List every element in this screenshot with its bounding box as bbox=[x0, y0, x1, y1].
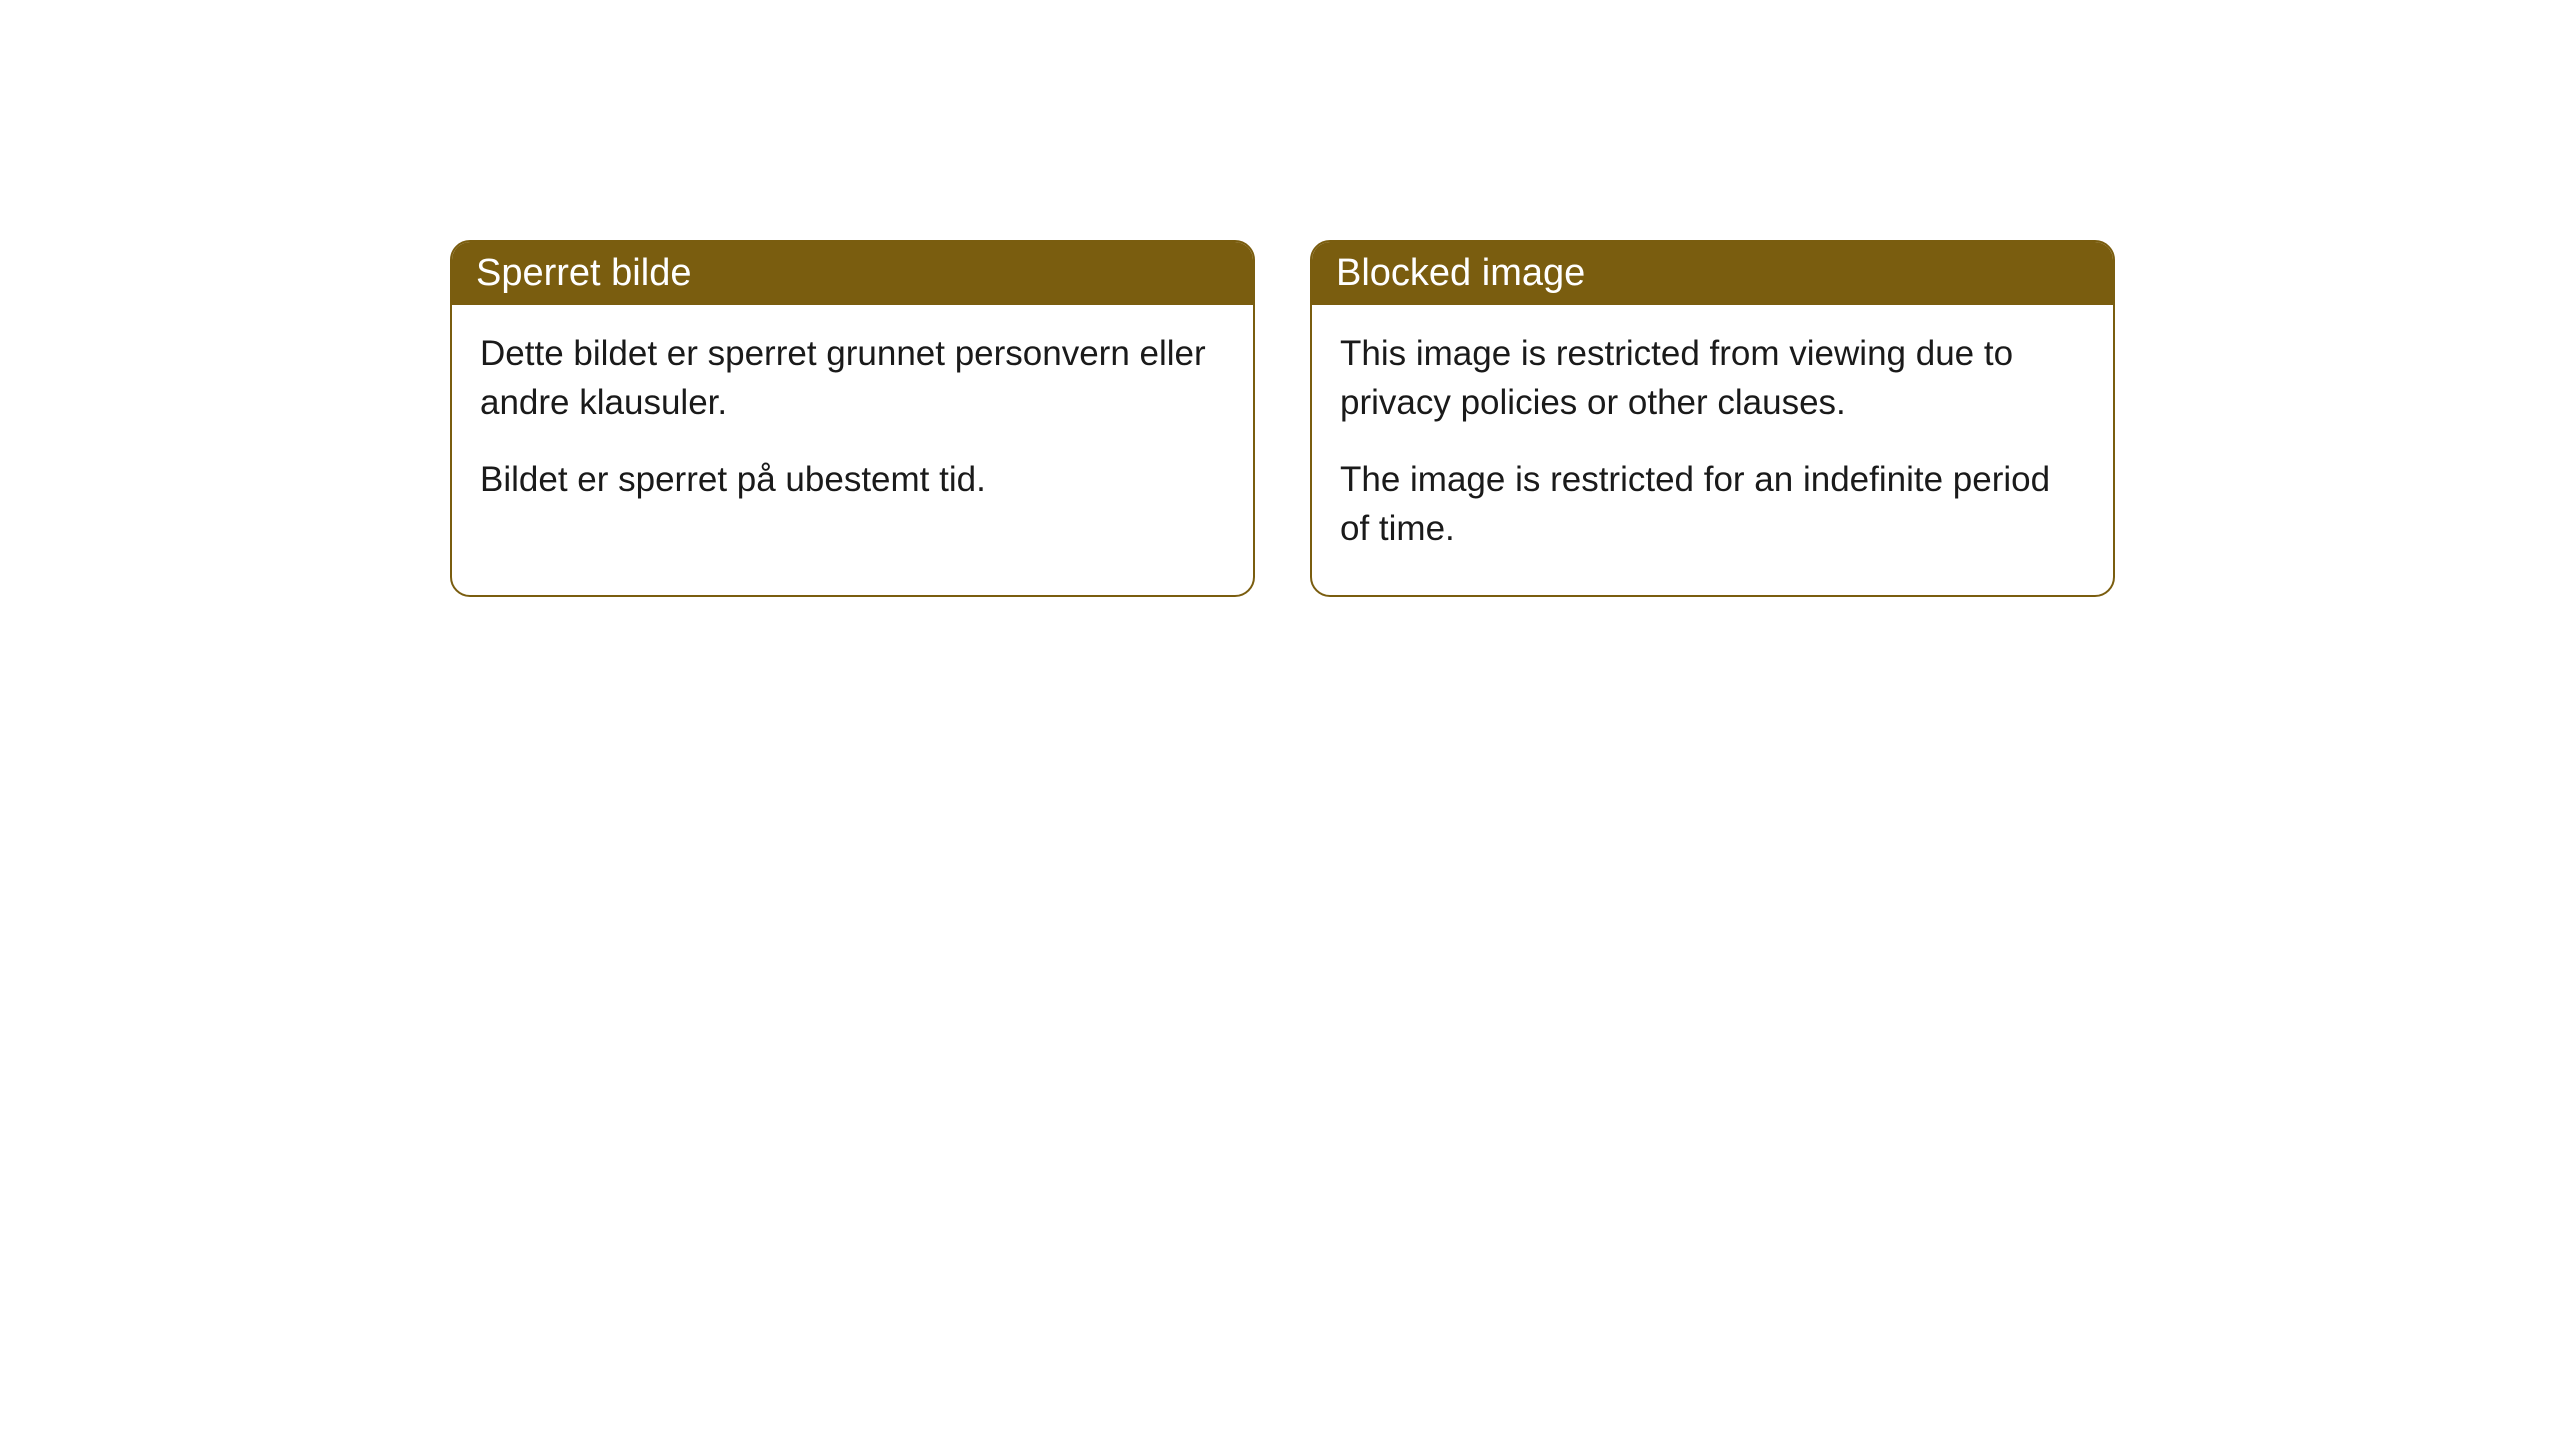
notice-body: Dette bildet er sperret grunnet personve… bbox=[452, 305, 1253, 546]
notice-card-norwegian: Sperret bilde Dette bildet er sperret gr… bbox=[450, 240, 1255, 597]
notice-body: This image is restricted from viewing du… bbox=[1312, 305, 2113, 595]
notice-paragraph: Bildet er sperret på ubestemt tid. bbox=[480, 455, 1225, 504]
notice-header: Blocked image bbox=[1312, 242, 2113, 305]
notice-paragraph: Dette bildet er sperret grunnet personve… bbox=[480, 329, 1225, 427]
notice-container: Sperret bilde Dette bildet er sperret gr… bbox=[0, 0, 2560, 597]
notice-title: Blocked image bbox=[1336, 252, 1585, 294]
notice-card-english: Blocked image This image is restricted f… bbox=[1310, 240, 2115, 597]
notice-paragraph: This image is restricted from viewing du… bbox=[1340, 329, 2085, 427]
notice-title: Sperret bilde bbox=[476, 252, 691, 294]
notice-header: Sperret bilde bbox=[452, 242, 1253, 305]
notice-paragraph: The image is restricted for an indefinit… bbox=[1340, 455, 2085, 553]
